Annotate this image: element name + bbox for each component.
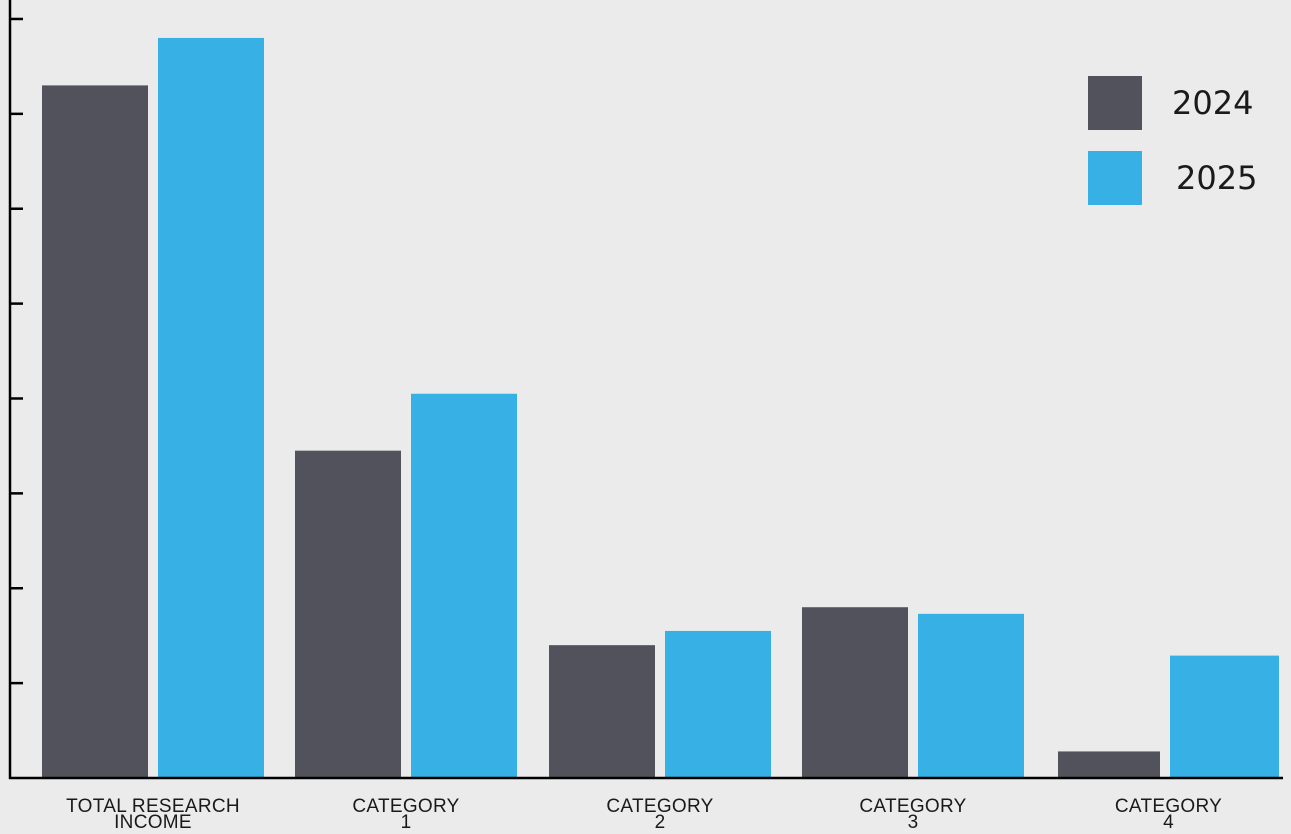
- category-label-4-line1: 4: [1163, 812, 1174, 833]
- legend-label-2025: 2025: [1176, 159, 1257, 197]
- legend-label-2024: 2024: [1172, 84, 1253, 122]
- bar-2024-cat3: [802, 607, 908, 778]
- category-label-2-line0: CATEGORY: [606, 796, 713, 817]
- bar-2024-cat0: [42, 85, 148, 778]
- bar-2024-cat4: [1058, 751, 1160, 778]
- category-label-0-line0: TOTAL RESEARCH: [66, 796, 240, 817]
- bar-2025-cat1: [411, 393, 517, 778]
- bars-layer: [42, 37, 1279, 778]
- category-label-3-line1: 3: [908, 812, 919, 833]
- bar-2025-cat4: [1170, 655, 1279, 778]
- bar-2025-cat0: [158, 37, 264, 778]
- category-label-4-line0: CATEGORY: [1115, 796, 1222, 817]
- bar-2024-cat2: [549, 645, 655, 778]
- category-label-2-line1: 2: [655, 812, 666, 833]
- axes-layer: [8, 0, 1283, 780]
- category-label-1-line0: CATEGORY: [352, 796, 459, 817]
- category-label-3-line0: CATEGORY: [859, 796, 966, 817]
- legend: 2024 2025: [1088, 76, 1257, 205]
- legend-swatch-2025: [1088, 151, 1142, 205]
- category-labels: TOTAL RESEARCHINCOMECATEGORY1CATEGORY2CA…: [66, 796, 1222, 833]
- bar-2025-cat2: [665, 630, 771, 778]
- category-label-0-line1: INCOME: [114, 812, 192, 833]
- category-label-1-line1: 1: [401, 812, 412, 833]
- bar-2024-cat1: [295, 450, 401, 778]
- legend-swatch-2024: [1088, 76, 1142, 130]
- bar-2025-cat3: [918, 613, 1024, 778]
